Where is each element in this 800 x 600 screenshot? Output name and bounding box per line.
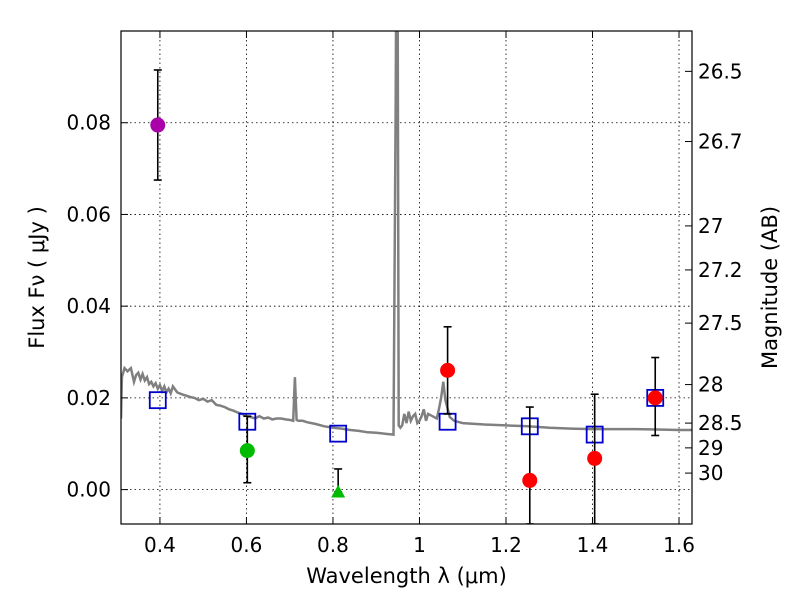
- mag-tick-label-1: 26.7: [698, 130, 743, 154]
- observed-point-1: [239, 443, 255, 459]
- observed-point-4: [522, 472, 538, 488]
- y-tick-label-2: 0.04: [66, 294, 111, 318]
- y-axis-label: Flux Fν ( μJy ): [25, 206, 49, 349]
- x-tick-label-3: 1: [413, 533, 426, 557]
- grid: [121, 31, 692, 524]
- x-tick-label-5: 1.4: [577, 533, 609, 557]
- observed-point-6: [647, 390, 663, 406]
- magnitude-axis-label: Magnitude (AB): [758, 206, 782, 369]
- x-tick-label-4: 1.2: [490, 533, 522, 557]
- mag-tick-label-2: 27: [698, 214, 723, 238]
- mag-tick-label-5: 28: [698, 373, 723, 397]
- y-axis-ticks: 0.00 0.02 0.04 0.06 0.08: [66, 111, 128, 502]
- mag-tick-label-4: 27.5: [698, 311, 743, 335]
- observed-photometry-markers: [150, 117, 663, 498]
- model-spectrum-line: [121, 31, 692, 436]
- x-tick-label-1: 0.6: [231, 533, 263, 557]
- observed-point-2: [331, 484, 346, 498]
- x-axis-ticks: 0.4 0.6 0.8 1 1.2 1.4 1.6: [144, 31, 695, 557]
- x-axis-label: Wavelength λ (μm): [306, 564, 507, 588]
- observed-point-5: [587, 450, 603, 466]
- mag-tick-label-3: 27.2: [698, 258, 743, 282]
- x-tick-label-0: 0.4: [144, 533, 176, 557]
- model-photometry-markers: [148, 388, 665, 444]
- y-tick-label-3: 0.06: [66, 202, 111, 226]
- observed-point-3: [440, 362, 456, 378]
- model-square-3: [438, 412, 457, 431]
- y-tick-label-4: 0.08: [66, 111, 111, 135]
- plot-frame: [120, 30, 693, 525]
- mag-tick-label-7: 29: [698, 436, 723, 460]
- mag-tick-label-8: 30: [698, 461, 723, 485]
- y-tick-label-0: 0.00: [66, 478, 111, 502]
- mag-tick-label-0: 26.5: [698, 59, 743, 83]
- mag-tick-label-6: 28.5: [698, 411, 743, 435]
- model-square-2: [329, 424, 348, 443]
- x-tick-label-6: 1.6: [663, 533, 695, 557]
- x-tick-label-2: 0.8: [317, 533, 349, 557]
- model-square-0: [148, 391, 167, 410]
- y-tick-label-1: 0.02: [66, 386, 111, 410]
- error-bars: [153, 69, 660, 524]
- observed-point-0: [150, 117, 166, 133]
